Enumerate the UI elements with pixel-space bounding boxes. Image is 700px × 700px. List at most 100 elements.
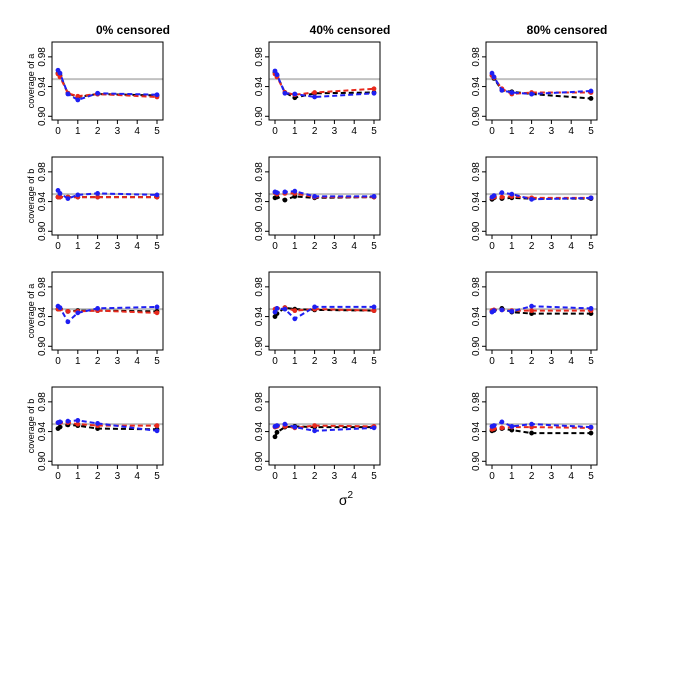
x-tick-label: 0 — [272, 471, 278, 482]
data-point-blue — [371, 193, 377, 199]
y-tick-label: 0.90 — [254, 106, 265, 126]
data-point-black — [588, 96, 594, 101]
data-point-blue — [95, 306, 100, 311]
x-tick-label: 3 — [332, 356, 338, 367]
y-tick-label: 0.94 — [471, 191, 482, 211]
x-tick-label: 5 — [154, 356, 160, 367]
y-axis-label: coverage of b — [26, 169, 36, 224]
data-point-blue — [491, 193, 497, 199]
y-tick-label: 0.98 — [254, 162, 265, 182]
data-point-blue — [499, 419, 505, 425]
data-point-red — [529, 308, 534, 314]
x-tick-label: 3 — [115, 126, 121, 137]
x-tick-label: 1 — [292, 126, 298, 137]
x-tick-label: 2 — [95, 241, 101, 252]
data-point-blue — [312, 193, 317, 199]
y-tick-label: 0.90 — [254, 451, 265, 471]
y-axis-label: coverage of a — [26, 54, 36, 109]
y-tick-label: 0.94 — [37, 421, 48, 441]
data-point-blue — [75, 418, 81, 423]
series-line-red — [491, 195, 591, 199]
data-point-blue — [154, 428, 160, 434]
data-point-blue — [588, 88, 594, 94]
x-tick-label: 2 — [312, 356, 318, 367]
series-line-blue — [491, 72, 592, 96]
y-tick-label: 0.94 — [254, 421, 265, 441]
panel-frame — [51, 271, 164, 351]
data-point-blue — [509, 308, 515, 314]
x-tick-label: 1 — [509, 241, 515, 252]
x-tick-label: 5 — [588, 126, 594, 137]
x-axis-label-sigma: σ — [339, 492, 348, 508]
panel-frame — [268, 386, 381, 466]
data-point-blue — [509, 90, 515, 95]
y-tick-label: 0.98 — [37, 392, 48, 412]
x-tick-label: 5 — [154, 241, 160, 252]
data-point-blue — [292, 316, 298, 322]
series-line-black — [491, 427, 591, 435]
data-point-red — [292, 308, 298, 314]
data-point-blue — [57, 70, 63, 76]
data-point-blue — [509, 191, 515, 197]
data-point-black — [529, 430, 534, 436]
x-tick-label: 4 — [351, 471, 357, 482]
x-tick-label: 4 — [568, 241, 574, 252]
x-tick-label: 3 — [549, 471, 555, 482]
x-tick-label: 4 — [568, 126, 574, 137]
x-tick-label: 1 — [509, 126, 515, 137]
y-tick-label: 0.90 — [37, 106, 48, 126]
data-point-blue — [529, 421, 534, 427]
data-point-red — [95, 194, 100, 200]
data-point-blue — [75, 97, 81, 103]
x-tick-label: 1 — [509, 471, 515, 482]
data-point-blue — [292, 424, 298, 430]
x-tick-label: 2 — [312, 241, 318, 252]
data-point-blue — [292, 91, 298, 97]
x-tick-label: 1 — [292, 241, 298, 252]
data-point-blue — [272, 68, 278, 74]
x-tick-label: 1 — [292, 471, 298, 482]
data-point-blue — [75, 192, 81, 198]
panel-frame — [51, 156, 164, 236]
x-tick-label: 3 — [332, 126, 338, 137]
x-tick-label: 1 — [75, 241, 81, 252]
data-point-blue — [529, 91, 534, 97]
x-tick-label: 4 — [134, 471, 140, 482]
panel-frame — [485, 41, 598, 121]
x-tick-label: 0 — [55, 471, 61, 482]
y-tick-label: 0.98 — [471, 162, 482, 182]
y-tick-label: 0.98 — [254, 47, 265, 67]
data-point-red — [154, 423, 160, 429]
data-point-blue — [95, 90, 100, 96]
x-tick-label: 3 — [549, 126, 555, 137]
data-point-blue — [499, 307, 505, 313]
data-point-red — [75, 93, 81, 99]
data-point-red — [75, 421, 81, 427]
data-point-blue — [588, 306, 594, 311]
panel-r2c3: 0 1 2 3 4 5 0.90 0.94 0.98 — [471, 156, 598, 252]
panel-frame — [51, 386, 164, 466]
x-tick-label: 5 — [371, 356, 377, 367]
x-tick-label: 2 — [529, 241, 535, 252]
y-tick-label: 0.94 — [254, 306, 265, 326]
y-tick-label: 0.90 — [471, 221, 482, 241]
y-tick-label: 0.94 — [471, 306, 482, 326]
data-point-blue — [588, 195, 594, 201]
x-tick-label: 5 — [588, 471, 594, 482]
data-point-blue — [274, 423, 280, 429]
data-point-blue — [154, 304, 160, 310]
column-title-40-censored: 40% censored — [310, 23, 391, 37]
data-point-blue — [57, 419, 63, 425]
x-tick-label: 4 — [351, 126, 357, 137]
x-tick-label: 3 — [549, 356, 555, 367]
panel-r3c3: 0 1 2 3 4 5 0.90 0.94 0.98 — [471, 271, 598, 367]
data-point-blue — [499, 87, 505, 93]
x-tick-label: 4 — [134, 356, 140, 367]
y-tick-label: 0.98 — [37, 162, 48, 182]
x-tick-label: 2 — [95, 471, 101, 482]
data-point-black — [57, 424, 63, 430]
x-tick-label: 0 — [272, 356, 278, 367]
